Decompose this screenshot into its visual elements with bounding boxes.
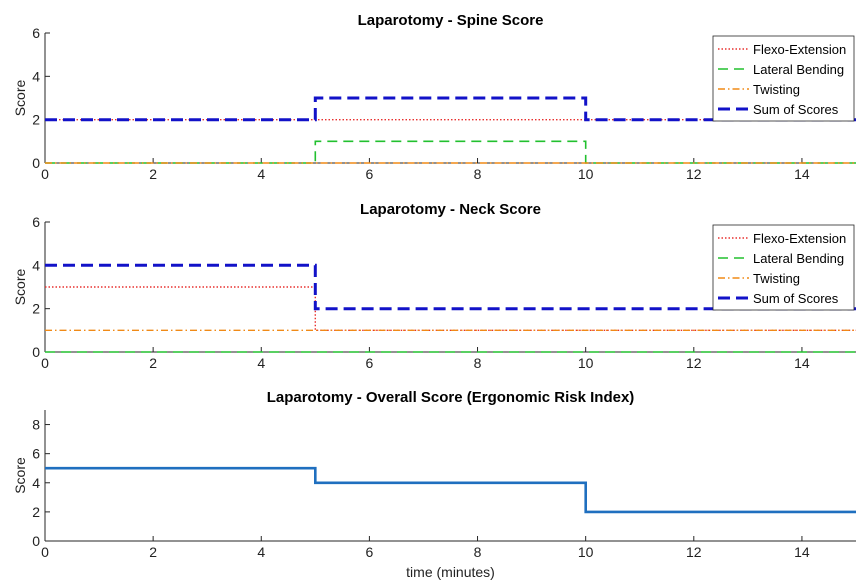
x-tick-label: 6 xyxy=(366,166,374,182)
y-tick-label: 0 xyxy=(32,344,40,360)
chart-title: Laparotomy - Overall Score (Ergonomic Ri… xyxy=(267,389,635,406)
y-tick-label: 6 xyxy=(32,446,40,462)
y-tick-label: 2 xyxy=(32,112,40,128)
x-tick-label: 0 xyxy=(41,166,49,182)
legend-label: Sum of Scores xyxy=(753,102,839,117)
legend-box xyxy=(712,35,855,122)
x-tick-label: 2 xyxy=(149,544,157,560)
x-tick-label: 6 xyxy=(366,355,374,371)
legend-label: Sum of Scores xyxy=(753,291,839,306)
x-tick-label: 10 xyxy=(578,544,594,560)
series-line-lateral-bending xyxy=(45,140,856,164)
x-tick-label: 0 xyxy=(41,544,49,560)
x-tick-label: 2 xyxy=(149,166,157,182)
series-line-overall xyxy=(45,466,856,514)
x-tick-label: 12 xyxy=(686,544,702,560)
x-tick-label: 0 xyxy=(41,355,49,371)
x-tick-label: 14 xyxy=(794,355,810,371)
legend-label: Lateral Bending xyxy=(753,62,844,77)
x-tick-label: 14 xyxy=(794,166,810,182)
x-tick-label: 8 xyxy=(474,355,482,371)
y-tick-label: 4 xyxy=(32,68,40,84)
y-tick-label: 0 xyxy=(32,155,40,171)
x-tick-label: 12 xyxy=(686,355,702,371)
y-tick-label: 2 xyxy=(32,504,40,520)
y-tick-label: 0 xyxy=(32,533,40,549)
y-tick-label: 4 xyxy=(32,475,40,491)
legend-label: Lateral Bending xyxy=(753,251,844,266)
x-tick-label: 6 xyxy=(366,544,374,560)
y-tick-label: 6 xyxy=(32,25,40,41)
x-tick-label: 2 xyxy=(149,355,157,371)
chart-panel-3: Laparotomy - Overall Score (Ergonomic Ri… xyxy=(12,389,856,580)
chart-panel-2: Laparotomy - Neck Score 0 2 4 6 8 10 12 14 0 2 4 6 Sc… xyxy=(12,201,856,371)
legend-label: Twisting xyxy=(753,82,800,97)
series-line-sum-of-scores xyxy=(45,263,856,311)
y-tick-label: 6 xyxy=(32,214,40,230)
x-tick-label: 12 xyxy=(686,166,702,182)
x-tick-label: 8 xyxy=(474,166,482,182)
x-tick-label: 4 xyxy=(257,544,265,560)
x-tick-label: 10 xyxy=(578,166,594,182)
y-tick-label: 8 xyxy=(32,417,40,433)
y-axis-label: Score xyxy=(12,269,28,306)
chart-title: Laparotomy - Spine Score xyxy=(358,12,544,29)
x-axis-label: time (minutes) xyxy=(406,564,495,580)
x-tick-label: 10 xyxy=(578,355,594,371)
series-line-sum-of-scores xyxy=(45,96,856,122)
legend-label: Flexo-Extension xyxy=(753,231,846,246)
y-tick-label: 4 xyxy=(32,257,40,273)
x-tick-label: 4 xyxy=(257,355,265,371)
legend-label: Twisting xyxy=(753,271,800,286)
y-tick-label: 2 xyxy=(32,301,40,317)
legend-label: Flexo-Extension xyxy=(753,42,846,57)
y-axis-label: Score xyxy=(12,80,28,117)
legend-box xyxy=(712,224,855,311)
y-axis-label: Score xyxy=(12,457,28,494)
x-tick-label: 14 xyxy=(794,544,810,560)
x-tick-label: 4 xyxy=(257,166,265,182)
x-tick-label: 8 xyxy=(474,544,482,560)
chart-panel-1: Laparotomy - Spine Score 0 2 4 6 8 10 12 14 0 2 4 6 S… xyxy=(12,12,856,182)
chart-title: Laparotomy - Neck Score xyxy=(360,201,541,218)
